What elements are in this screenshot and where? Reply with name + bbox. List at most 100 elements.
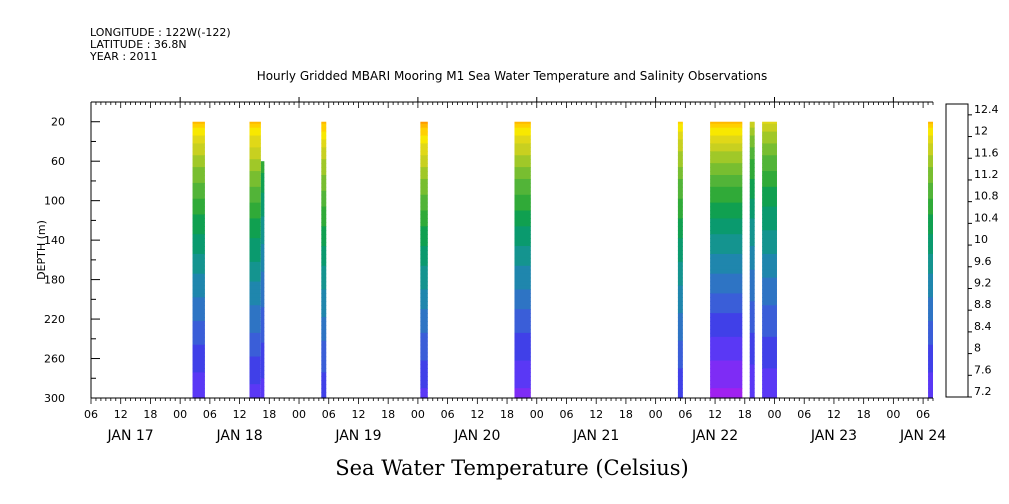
observation-column: [514, 121, 531, 399]
temperature-cell: [192, 293, 205, 298]
temperature-cell: [321, 210, 327, 216]
temperature-cell: [928, 277, 933, 283]
temperature-cell: [928, 309, 933, 314]
temperature-cell: [260, 251, 265, 257]
temperature-cell: [710, 178, 743, 184]
temperature-cell: [762, 376, 777, 381]
temperature-cell: [762, 131, 777, 137]
temperature-cell: [321, 230, 327, 235]
temperature-cell: [249, 273, 261, 279]
temperature-cell: [928, 131, 933, 137]
temperature-cell: [928, 214, 933, 220]
temperature-cell: [677, 348, 683, 354]
temperature-cell: [749, 222, 755, 227]
temperature-cell: [514, 127, 531, 133]
temperature-cell: [514, 277, 531, 283]
temperature-cell: [249, 376, 261, 381]
temperature-cell: [710, 265, 743, 271]
temperature-cell: [192, 194, 205, 200]
temperature-cell: [677, 265, 683, 271]
temperature-cell: [420, 226, 428, 231]
temperature-cell: [420, 246, 428, 251]
temperature-cell: [710, 336, 743, 342]
temperature-cell: [710, 360, 743, 366]
temperature-cell: [514, 305, 531, 310]
temperature-cell: [321, 202, 327, 208]
temperature-cell: [260, 374, 265, 379]
temperature-cell: [928, 210, 933, 216]
temperature-cell: [928, 392, 933, 397]
temperature-cell: [677, 190, 683, 196]
x-hour-tick-label: 06: [441, 408, 455, 421]
temperature-cell: [321, 360, 327, 366]
temperature-cell: [249, 261, 261, 267]
temperature-cell: [762, 202, 777, 208]
temperature-cell: [928, 123, 933, 129]
temperature-cell: [762, 265, 777, 271]
temperature-cell: [249, 178, 261, 184]
temperature-cell: [928, 159, 933, 164]
temperature-cell: [249, 206, 261, 212]
temperature-cell: [677, 171, 683, 176]
temperature-cell: [514, 218, 531, 223]
temperature-cell: [514, 356, 531, 362]
temperature-cell: [321, 269, 327, 275]
temperature-cell: [677, 253, 683, 259]
temperature-cell: [321, 163, 327, 168]
temperature-cell: [749, 253, 755, 259]
colorbar-tick-label: 9.6: [974, 255, 992, 268]
temperature-cell: [677, 210, 683, 216]
temperature-cell: [762, 222, 777, 227]
temperature-cell: [514, 344, 531, 350]
temperature-cell: [192, 222, 205, 227]
y-tick-label: 300: [44, 392, 65, 405]
x-day-label: JAN 20: [453, 428, 500, 444]
temperature-cell: [762, 143, 777, 148]
temperature-cell: [749, 285, 755, 291]
temperature-cell: [192, 218, 205, 223]
temperature-cell: [514, 364, 531, 369]
x-hour-tick-label: 18: [143, 408, 157, 421]
temperature-cell: [928, 186, 933, 192]
temperature-cell: [321, 368, 327, 373]
temperature-cell: [710, 253, 743, 259]
temperature-cell: [420, 135, 428, 141]
y-tick-label: 60: [51, 155, 65, 168]
temperature-cell: [514, 348, 531, 354]
temperature-cell: [420, 356, 428, 362]
temperature-cell: [749, 348, 755, 354]
temperature-cell: [249, 285, 261, 291]
temperature-cell: [514, 194, 531, 200]
temperature-cell: [260, 378, 265, 383]
temperature-cell: [710, 121, 743, 125]
temperature-cell: [749, 206, 755, 212]
temperature-cell: [249, 159, 261, 164]
temperature-cell: [928, 301, 933, 306]
temperature-cell: [321, 253, 327, 259]
temperature-cell: [762, 190, 777, 196]
temperature-cell: [710, 269, 743, 275]
colorbar-tick-label: 10: [974, 233, 988, 246]
temperature-cell: [514, 121, 531, 125]
temperature-cell: [928, 135, 933, 141]
temperature-cell: [249, 250, 261, 255]
temperature-cell: [249, 242, 261, 247]
temperature-cell: [249, 289, 261, 295]
temperature-cell: [928, 257, 933, 263]
temperature-cell: [677, 257, 683, 263]
temperature-cell: [749, 360, 755, 366]
temperature-cell: [249, 368, 261, 373]
colorbar: 12.4 12 11.6 11.2 10.8 10.4 10 9.6 9.2 8.8 8.4 8 7.6…: [945, 103, 999, 398]
temperature-cell: [249, 230, 261, 235]
temperature-cell: [249, 253, 261, 259]
temperature-cell: [749, 388, 755, 393]
temperature-cell: [928, 198, 933, 204]
x-day-label: JAN 18: [215, 428, 262, 444]
temperature-cell: [749, 301, 755, 306]
temperature-cell: [321, 175, 327, 180]
temperature-cell: [514, 143, 531, 148]
temperature-cell: [420, 143, 428, 148]
temperature-cell: [928, 380, 933, 385]
x-hour-tick-label: 18: [262, 408, 276, 421]
temperature-cell: [249, 340, 261, 346]
